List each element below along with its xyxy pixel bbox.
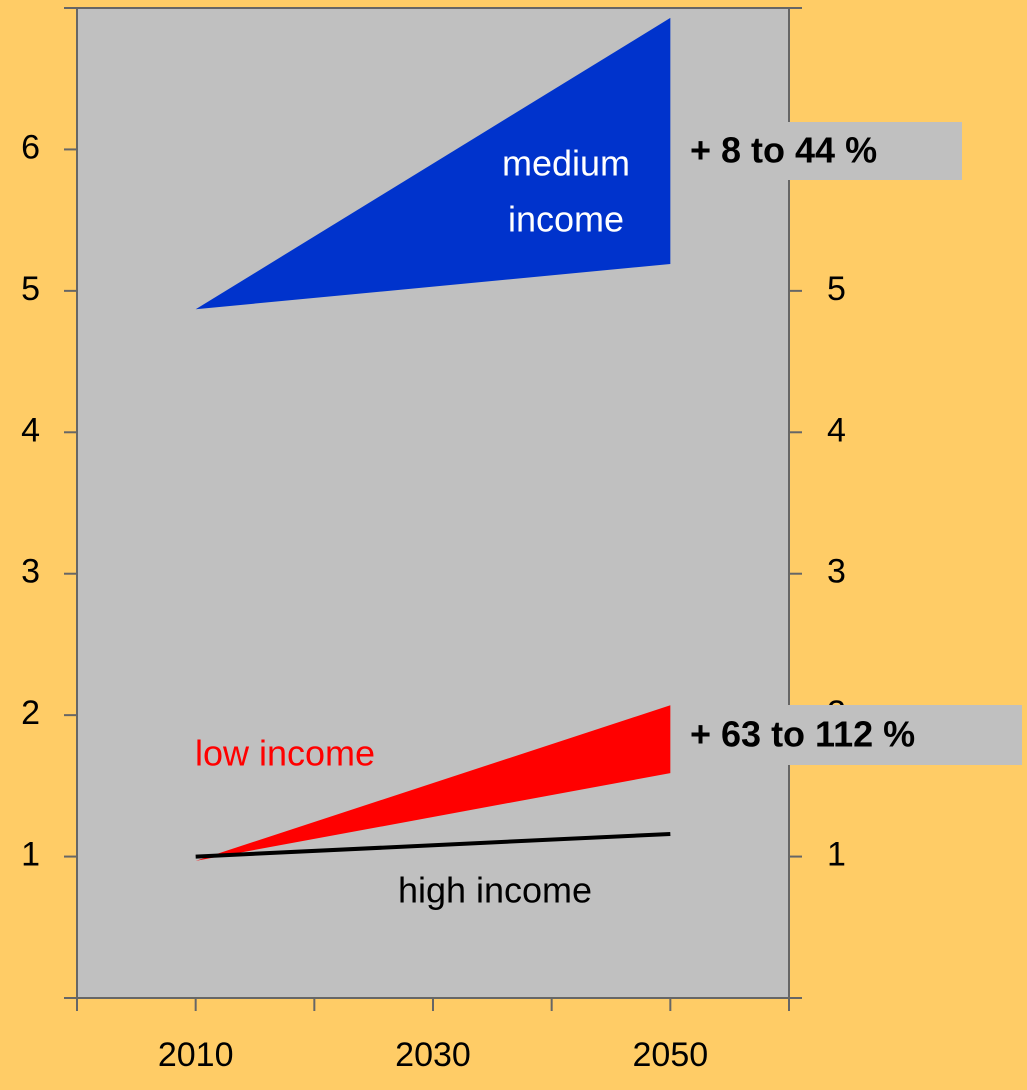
y-tick-label: 4: [21, 411, 40, 449]
series-label: high income: [398, 870, 592, 911]
x-tick-label: 2010: [158, 1036, 234, 1074]
y-tick-label: 1: [21, 836, 40, 874]
y2-tick-label: 5: [827, 270, 846, 308]
y-tick-label: 2: [21, 694, 40, 732]
series-label: medium: [502, 143, 630, 184]
range-area: [195, 17, 671, 310]
line: [195, 831, 671, 859]
series-label: low income: [195, 733, 375, 774]
annotation-box: [682, 705, 1022, 765]
series-label: income: [508, 199, 624, 240]
annotation: + 8 to 44 %: [690, 130, 877, 171]
annotation-box: [682, 122, 962, 180]
y-tick-label: 5: [21, 270, 40, 308]
y2-tick-label: 3: [827, 553, 846, 591]
x-tick-label: 2050: [633, 1036, 709, 1074]
y-tick-label: 6: [21, 128, 40, 166]
y2-tick-label: 1: [827, 836, 846, 874]
x-tick-label: 2030: [395, 1036, 471, 1074]
annotation: + 63 to 112 %: [690, 714, 915, 755]
range-area: [195, 705, 671, 861]
y-tick-label: 3: [21, 553, 40, 591]
y2-tick-label: 4: [827, 411, 846, 449]
